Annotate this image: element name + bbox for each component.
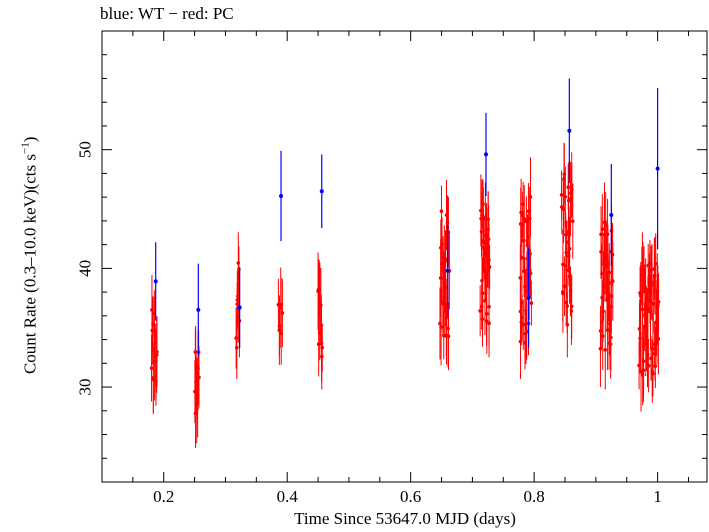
pc-point [521,322,526,327]
pc-point [487,258,491,262]
x-tick-label: 0.4 [277,487,299,506]
pc-point [439,325,443,329]
wt-point [319,189,324,194]
x-axis-label: Time Since 53647.0 MJD (days) [294,509,516,528]
pc-point [653,364,658,368]
pc-point [149,366,154,370]
x-tick-label: 1 [653,487,662,506]
pc-point [564,250,569,255]
pc-point [522,217,527,221]
plot-frame [101,30,708,483]
pc-point [601,309,605,314]
pc-point [607,281,611,285]
pc-point [561,262,565,267]
pc-point [603,348,608,352]
pc-point [565,240,569,244]
pc-point [320,345,325,350]
pc-point [651,371,655,376]
pc-point [234,345,239,350]
pc-point [154,353,159,357]
wt-point [526,296,531,301]
pc-point [529,301,534,305]
pc-point [656,337,661,341]
pc-point [519,210,523,215]
wt-point [445,268,450,273]
pc-point [521,238,526,243]
pc-point [569,304,574,309]
pc-point [319,303,323,307]
chart-title: blue: WT − red: PC [100,4,234,23]
wt-point [279,193,284,198]
y-tick-label: 40 [76,260,95,277]
wt-point [237,305,242,310]
x-tick-label: 0.8 [524,487,545,506]
pc-point [478,309,482,313]
pc-point [193,350,198,354]
pc-point [520,255,524,260]
wt-point [655,166,660,171]
pc-point [480,278,484,283]
pc-point [522,269,526,274]
pc-point [609,335,613,340]
wt-point [567,128,572,133]
pc-point [197,375,201,380]
pc-point [651,301,656,306]
pc-point [446,334,451,339]
pc-point [610,279,615,283]
x-tick-label: 0.6 [400,487,421,506]
pc-point [603,223,608,228]
pc-point [562,207,566,211]
pc-point [528,271,533,276]
pc-point [563,194,568,199]
pc-point [480,291,485,296]
y-tick-label: 50 [76,141,95,158]
pc-point [236,261,241,265]
pc-point [651,347,655,351]
pc-point [443,285,448,290]
pc-point [486,217,490,222]
pc-point [565,304,570,308]
pc-point [234,336,238,340]
wt-point [196,307,201,312]
pc-point [485,311,489,316]
x-tick-label: 0.2 [153,487,174,506]
pc-point [524,329,529,334]
pc-point [653,261,658,266]
pc-point [600,227,605,232]
pc-point [646,363,651,368]
pc-point [566,185,571,190]
pc-point [567,246,572,251]
pc-point [444,315,449,319]
pc-point [565,268,569,272]
pc-point [487,265,492,269]
pc-point [570,219,575,223]
wt-point [483,152,488,157]
pc-point [656,300,661,304]
pc-point [280,311,285,315]
wt-point [153,279,158,284]
pc-point [439,209,444,213]
wt-point [609,212,614,217]
pc-point [528,195,533,199]
y-tick-label: 30 [76,379,95,396]
pc-point [641,359,646,364]
pc-point [487,304,491,309]
